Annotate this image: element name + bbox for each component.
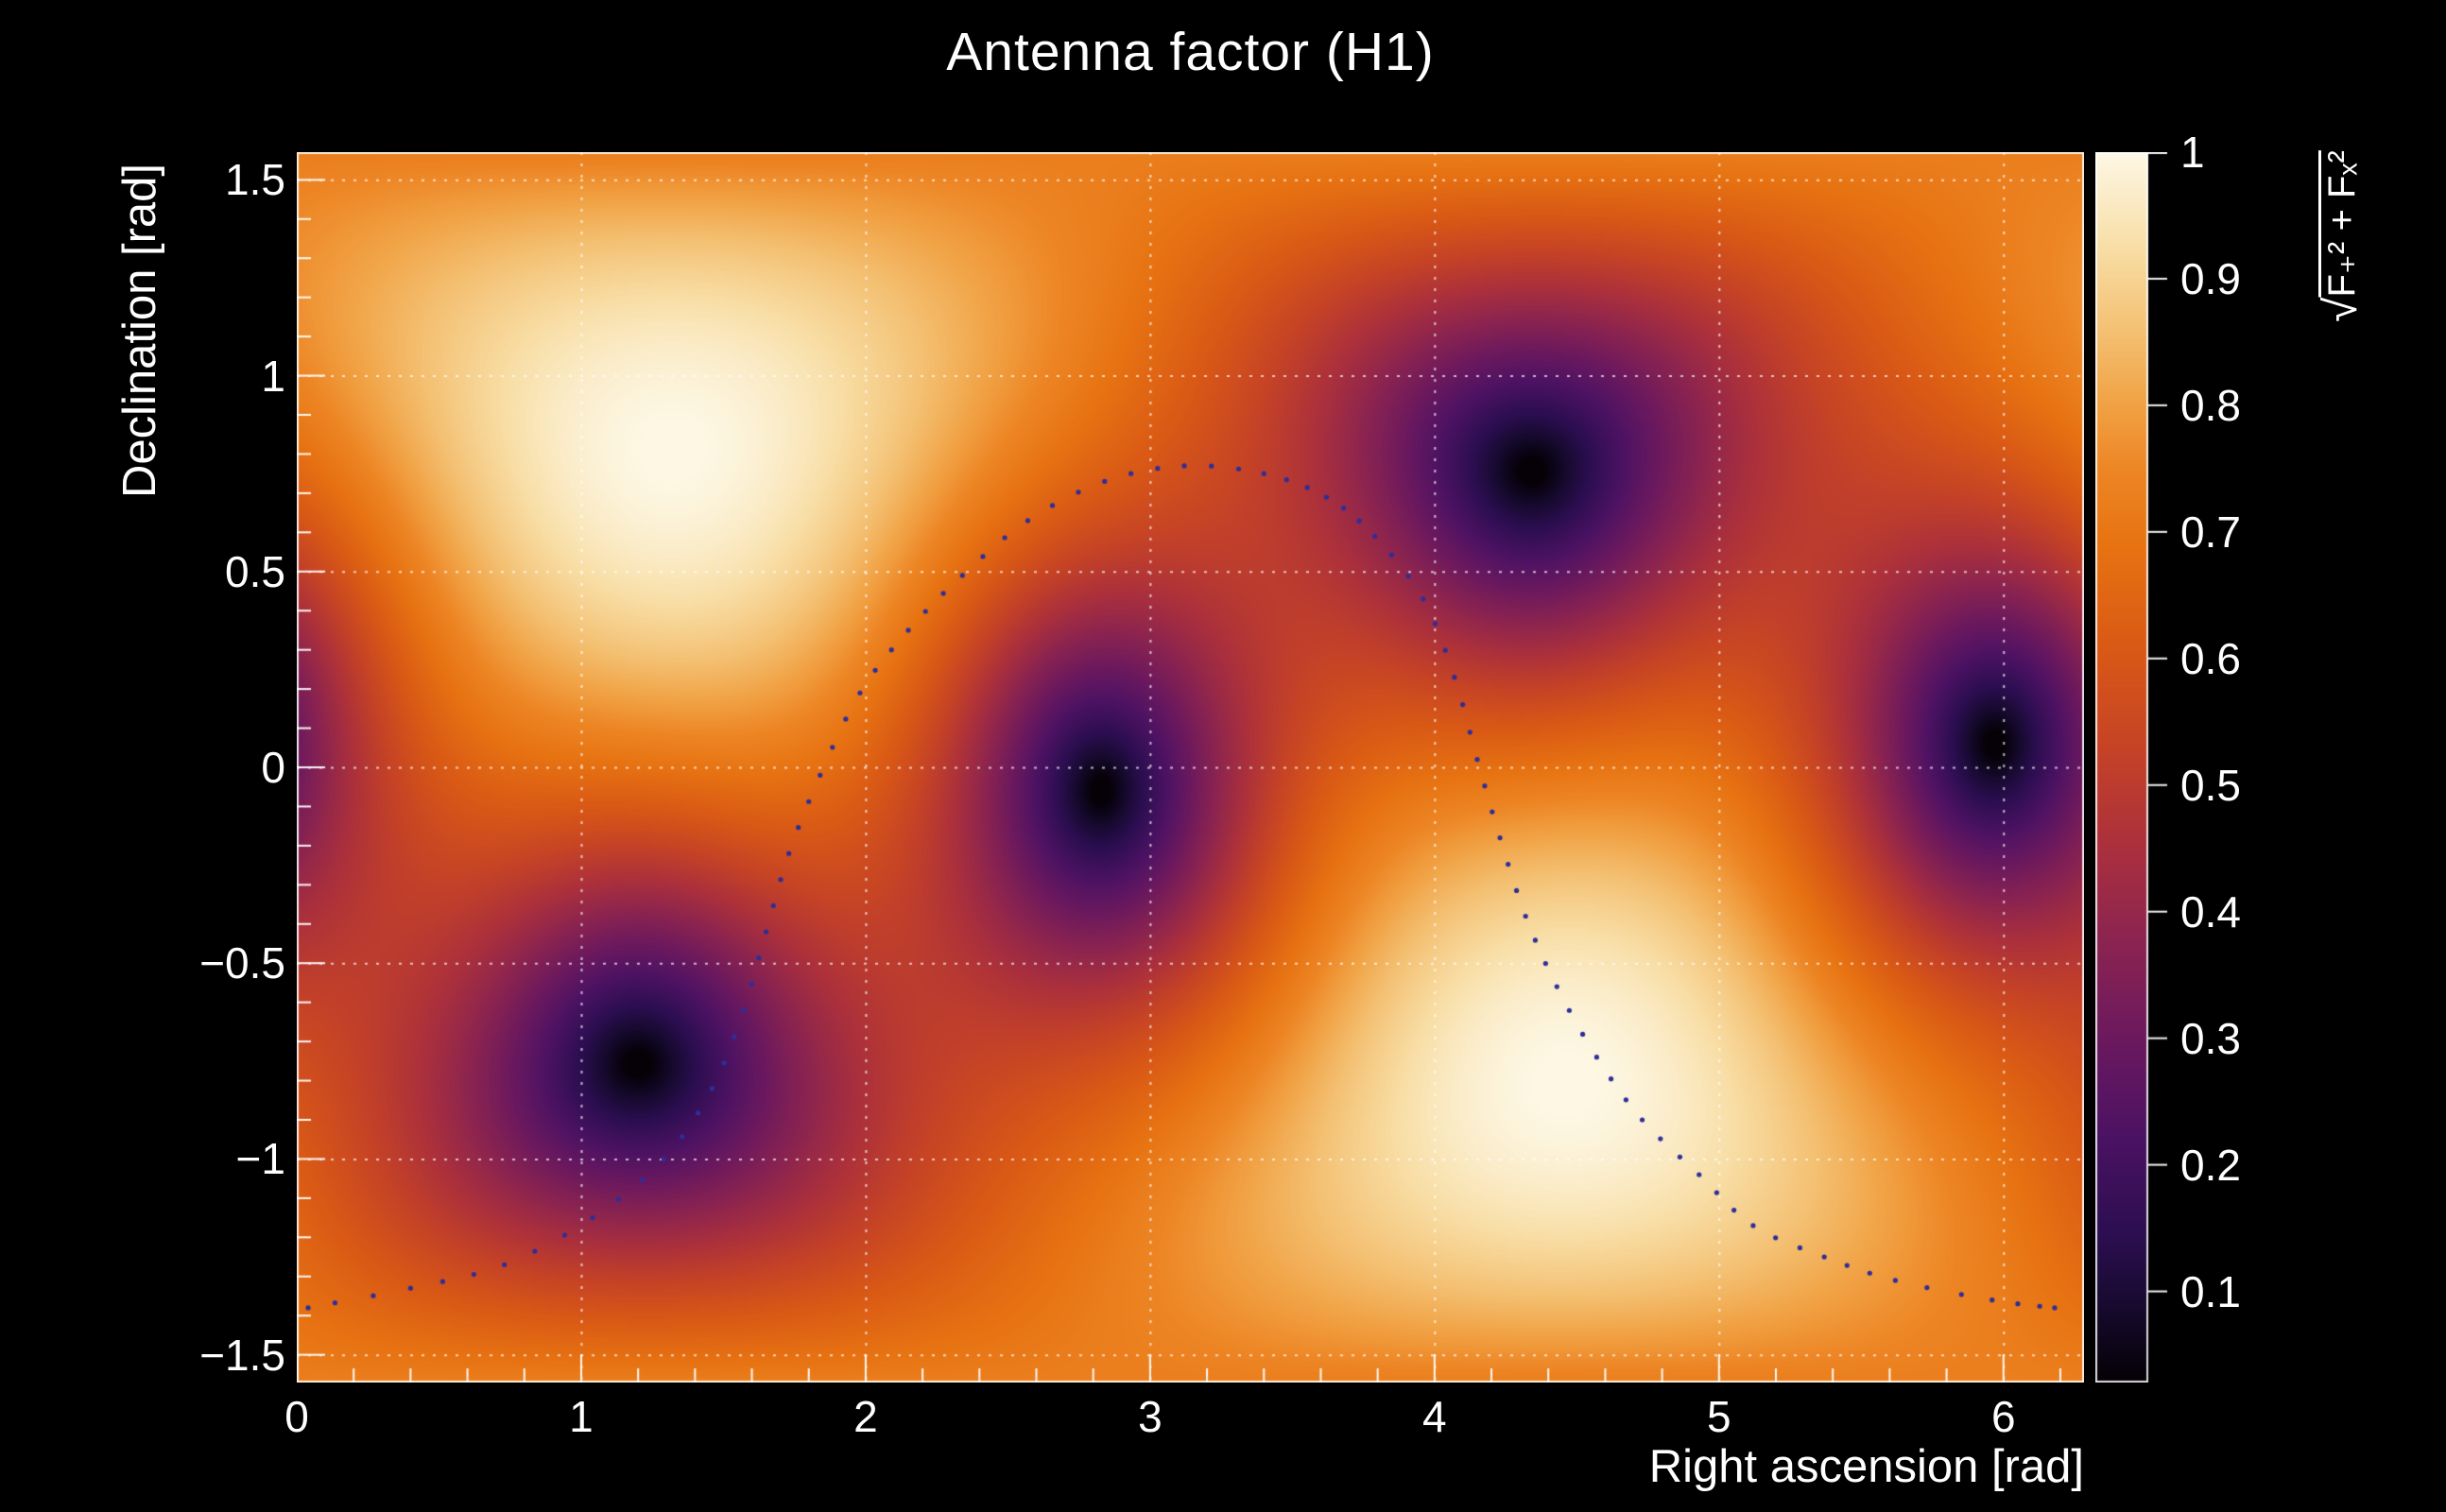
x-tick-label: 3	[1138, 1392, 1163, 1441]
colorbar-tick-label: 0.4	[2180, 886, 2241, 936]
colorbar-tick-label: 0.3	[2180, 1013, 2241, 1063]
y-tick-label: 0.5	[225, 546, 285, 596]
y-tick-label: −1	[235, 1134, 285, 1184]
x-tick-label: 1	[569, 1392, 594, 1441]
y-tick-label: 0	[261, 743, 285, 792]
x-tick-label: 5	[1707, 1392, 1731, 1441]
colorbar-tick-label: 0.5	[2180, 760, 2241, 810]
chart-title: Antenna factor (H1)	[946, 22, 1435, 82]
colorbar-tick-label: 0.2	[2180, 1140, 2241, 1190]
x-tick-label: 4	[1422, 1392, 1447, 1441]
colorbar-tick-label: 0.6	[2180, 633, 2241, 683]
colorbar-tick-label: 0.9	[2180, 253, 2241, 303]
x-tick-label: 0	[284, 1392, 309, 1441]
colorbar-tick-label: 0.7	[2180, 507, 2241, 557]
x-tick-label: 6	[1990, 1392, 2016, 1441]
y-tick-label: 1	[261, 351, 285, 401]
y-tick-label: 1.5	[225, 155, 285, 205]
heatmap-canvas	[297, 152, 2084, 1383]
colorbar-tick-label: 0.8	[2180, 380, 2241, 430]
x-tick-label: 2	[853, 1392, 878, 1441]
x-axis-title: Right ascension [rad]	[1648, 1441, 2084, 1492]
y-axis-title: Declination [rad]	[114, 163, 165, 499]
y-tick-label: −1.5	[199, 1330, 285, 1380]
colorbar-canvas	[2095, 152, 2199, 1383]
colorbar-tick-label: 1	[2180, 128, 2205, 177]
colorbar-tick-label: 0.1	[2180, 1266, 2241, 1316]
y-tick-label: −0.5	[199, 938, 285, 988]
